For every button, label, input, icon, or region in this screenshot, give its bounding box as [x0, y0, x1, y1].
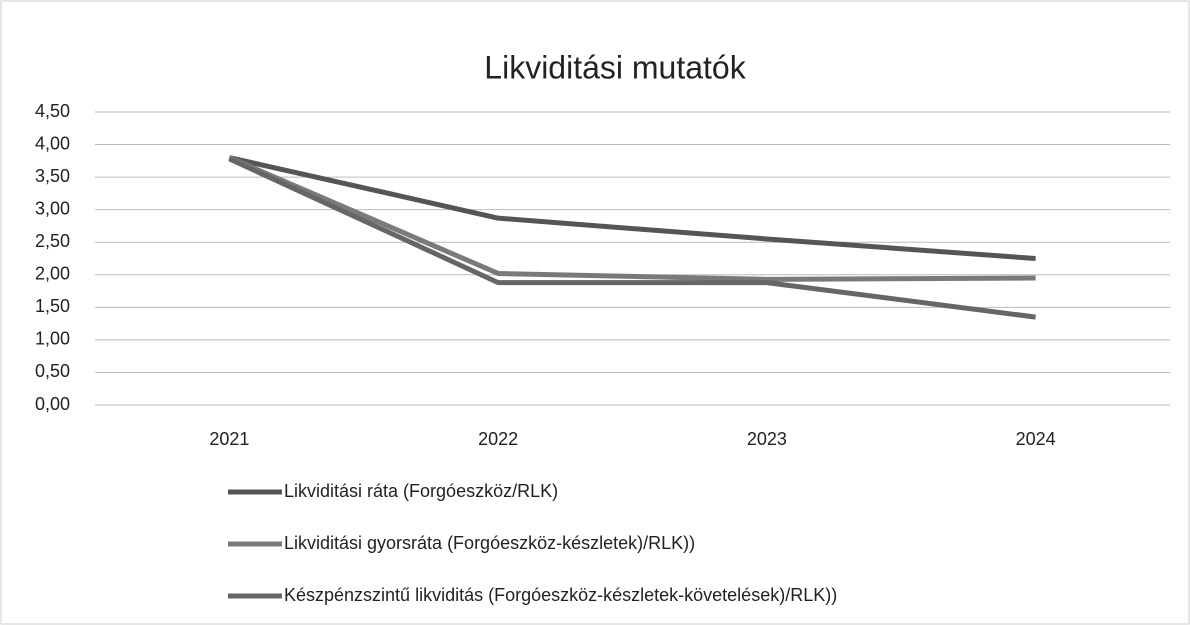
y-tick-label: 4,00 — [35, 133, 70, 153]
legend-label: Likviditási ráta (Forgóeszköz/RLK) — [284, 481, 558, 501]
y-tick-label: 3,50 — [35, 166, 70, 186]
x-tick-label: 2024 — [1016, 429, 1056, 449]
legend-label: Likviditási gyorsráta (Forgóeszköz-készl… — [284, 533, 695, 553]
y-tick-label: 0,00 — [35, 394, 70, 414]
series-line — [228, 155, 1036, 261]
y-tick-label: 0,50 — [35, 361, 70, 381]
y-tick-label: 1,50 — [35, 296, 70, 316]
x-tick-label: 2021 — [209, 429, 249, 449]
y-tick-label: 2,00 — [35, 264, 70, 284]
x-tick-label: 2023 — [747, 429, 787, 449]
y-tick-label: 3,00 — [35, 198, 70, 218]
x-tick-label: 2022 — [478, 429, 518, 449]
y-tick-label: 4,50 — [35, 101, 70, 121]
series-line — [228, 155, 1036, 282]
series-line — [228, 156, 1036, 320]
y-tick-label: 1,00 — [35, 329, 70, 349]
chart-title: Likviditási mutatók — [484, 49, 746, 85]
y-tick-label: 2,50 — [35, 231, 70, 251]
legend-label: Készpénzszintű likviditás (Forgóeszköz-k… — [284, 585, 837, 605]
